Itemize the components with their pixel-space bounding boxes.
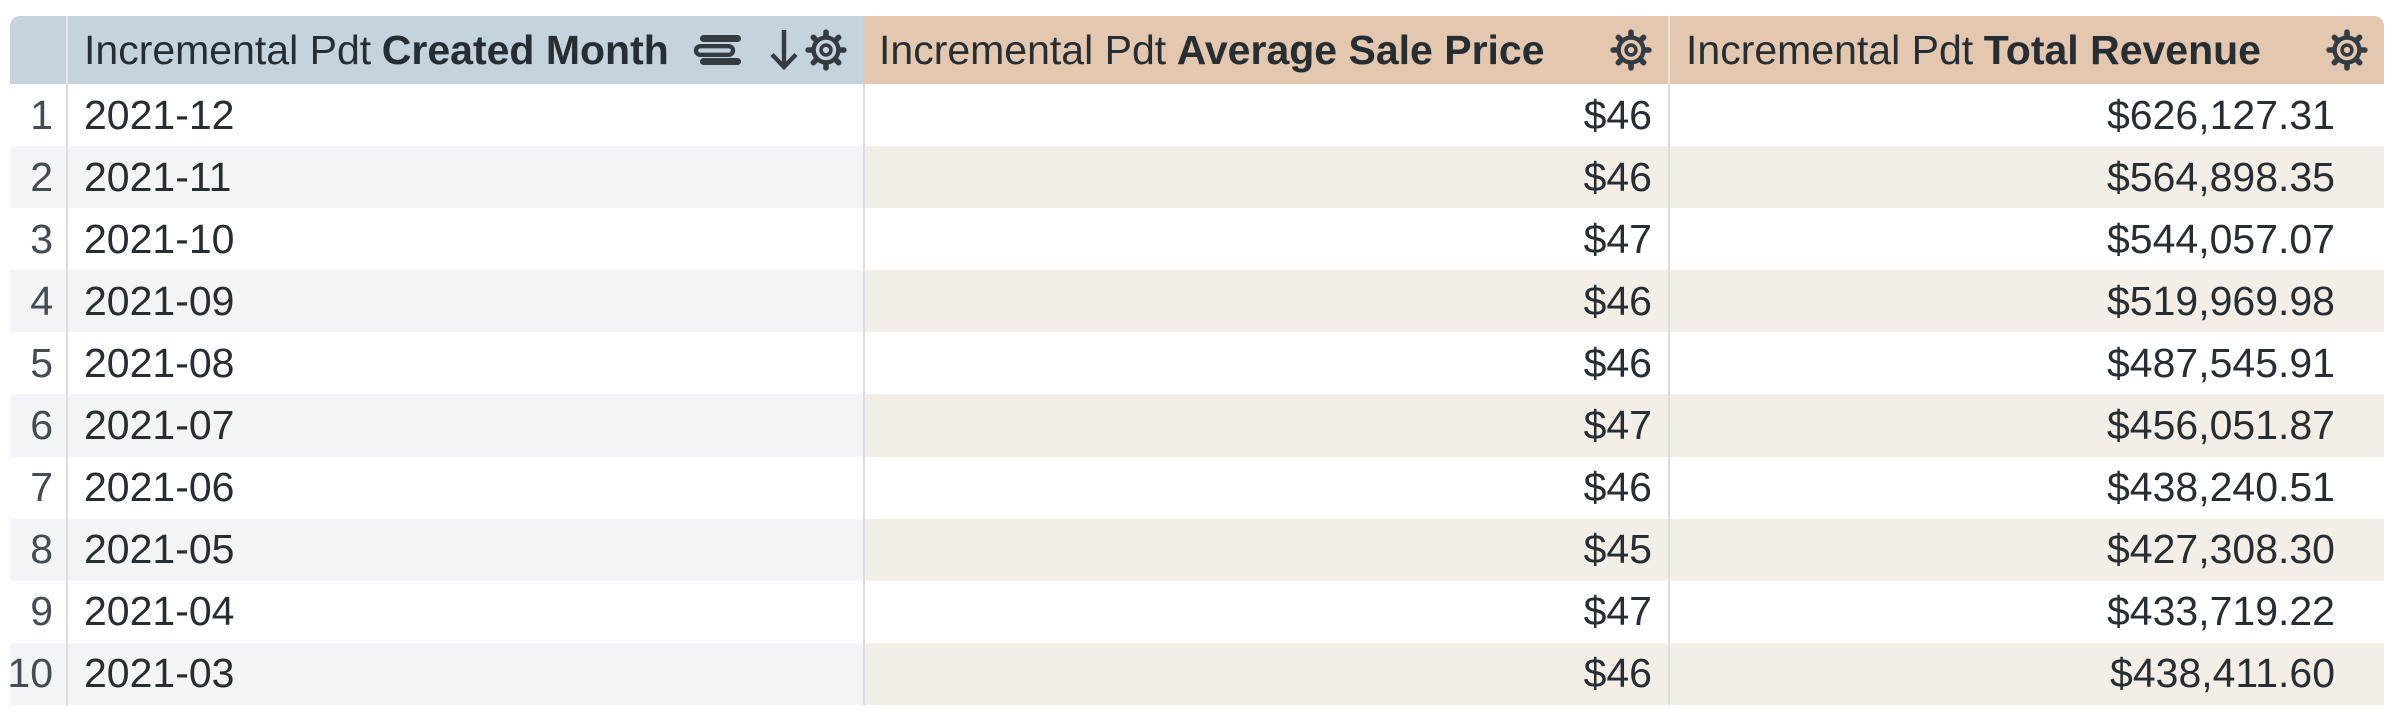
average-sale-price-cell[interactable]: $46 <box>863 332 1668 395</box>
column-header-prefix: Incremental Pdt <box>879 26 1167 73</box>
table-row: 5 2021-08 $46 $487,545.91 <box>10 332 2384 395</box>
column-header-prefix: Incremental Pdt <box>1686 26 1974 73</box>
table-row: 4 2021-09 $46 $519,969.98 <box>10 270 2384 333</box>
created-month-cell[interactable]: 2021-10 <box>66 208 863 271</box>
total-revenue-cell[interactable]: $438,411.60 <box>1668 642 2384 705</box>
average-sale-price-cell[interactable]: $46 <box>863 84 1668 147</box>
list-bars-icon <box>693 35 741 65</box>
table-row: 3 2021-10 $47 $544,057.07 <box>10 208 2384 271</box>
row-number: 3 <box>10 208 66 271</box>
created-month-cell[interactable]: 2021-12 <box>66 84 863 147</box>
average-sale-price-cell[interactable]: $46 <box>863 270 1668 333</box>
created-month-cell[interactable]: 2021-04 <box>66 580 863 643</box>
row-number: 8 <box>10 518 66 581</box>
total-revenue-cell[interactable]: $456,051.87 <box>1668 394 2384 457</box>
row-number: 6 <box>10 394 66 457</box>
column-header-average-sale-price[interactable]: Incremental Pdt Average Sale Price <box>863 16 1668 84</box>
table-row: 1 2021-12 $46 $626,127.31 <box>10 84 2384 147</box>
column-header-prefix: Incremental Pdt <box>84 26 372 73</box>
row-number: 2 <box>10 146 66 209</box>
table-header-row: Incremental Pdt Created Month <box>10 16 2384 84</box>
average-sale-price-cell[interactable]: $47 <box>863 208 1668 271</box>
total-revenue-cell[interactable]: $519,969.98 <box>1668 270 2384 333</box>
total-revenue-cell[interactable]: $544,057.07 <box>1668 208 2384 271</box>
row-number: 9 <box>10 580 66 643</box>
created-month-cell[interactable]: 2021-08 <box>66 332 863 395</box>
table-row: 6 2021-07 $47 $456,051.87 <box>10 394 2384 457</box>
total-revenue-cell[interactable]: $433,719.22 <box>1668 580 2384 643</box>
table-row: 2 2021-11 $46 $564,898.35 <box>10 146 2384 209</box>
row-number: 1 <box>10 84 66 147</box>
row-number: 5 <box>10 332 66 395</box>
column-header-field-name: Average Sale Price <box>1176 26 1545 73</box>
table-body: 1 2021-12 $46 $626,127.31 2 2021-11 $46 … <box>7 84 2384 705</box>
average-sale-price-cell[interactable]: $47 <box>863 580 1668 643</box>
row-number: 7 <box>10 456 66 519</box>
table-row: 9 2021-04 $47 $433,719.22 <box>10 580 2384 643</box>
average-sale-price-cell[interactable]: $46 <box>863 146 1668 209</box>
total-revenue-cell[interactable]: $564,898.35 <box>1668 146 2384 209</box>
table-row: 7 2021-06 $46 $438,240.51 <box>10 456 2384 519</box>
gear-icon[interactable] <box>1608 27 1654 73</box>
total-revenue-cell[interactable]: $626,127.31 <box>1668 84 2384 147</box>
row-number: 10 <box>7 642 66 705</box>
created-month-cell[interactable]: 2021-11 <box>66 146 863 209</box>
created-month-cell[interactable]: 2021-07 <box>66 394 863 457</box>
row-number-column-header <box>10 16 66 84</box>
total-revenue-cell[interactable]: $427,308.30 <box>1668 518 2384 581</box>
total-revenue-cell[interactable]: $487,545.91 <box>1668 332 2384 395</box>
table-row: 10 2021-03 $46 $438,411.60 <box>7 642 2384 705</box>
created-month-cell[interactable]: 2021-09 <box>66 270 863 333</box>
column-header-created-month[interactable]: Incremental Pdt Created Month <box>66 16 863 84</box>
column-header-field-name: Total Revenue <box>1983 26 2261 73</box>
created-month-cell[interactable]: 2021-06 <box>66 456 863 519</box>
created-month-cell[interactable]: 2021-03 <box>66 642 863 705</box>
sort-descending-icon <box>767 27 801 73</box>
created-month-cell[interactable]: 2021-05 <box>66 518 863 581</box>
average-sale-price-cell[interactable]: $45 <box>863 518 1668 581</box>
gear-icon[interactable] <box>2324 27 2370 73</box>
average-sale-price-cell[interactable]: $46 <box>863 456 1668 519</box>
average-sale-price-cell[interactable]: $46 <box>863 642 1668 705</box>
total-revenue-cell[interactable]: $438,240.51 <box>1668 456 2384 519</box>
average-sale-price-cell[interactable]: $47 <box>863 394 1668 457</box>
data-table: Incremental Pdt Created Month <box>7 16 2384 705</box>
column-header-field-name: Created Month <box>381 26 669 73</box>
gear-icon[interactable] <box>803 27 849 73</box>
table-row: 8 2021-05 $45 $427,308.30 <box>10 518 2384 581</box>
column-header-total-revenue[interactable]: Incremental Pdt Total Revenue <box>1668 16 2384 84</box>
row-number: 4 <box>10 270 66 333</box>
